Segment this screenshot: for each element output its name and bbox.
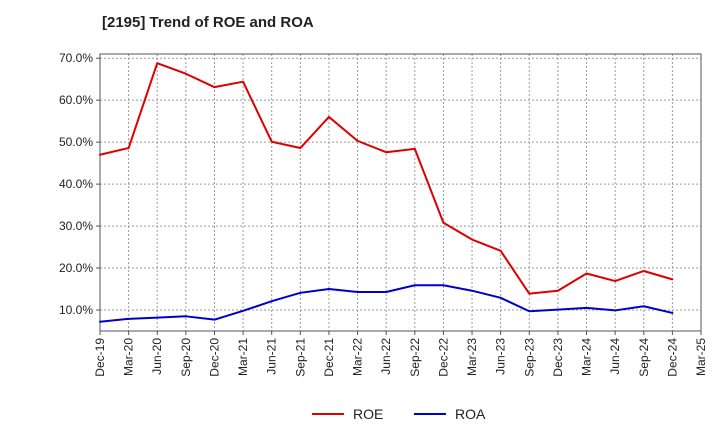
x-tick-label: Jun-23	[494, 338, 508, 375]
series-group	[99, 62, 674, 323]
y-tick-label: 70.0%	[59, 51, 93, 65]
legend-label-roe: ROE	[353, 406, 383, 422]
y-tick-label: 10.0%	[59, 303, 93, 317]
x-tick-label: Sep-23	[522, 338, 536, 377]
chart-title: [2195] Trend of ROE and ROA	[102, 14, 314, 31]
legend-label-roa: ROA	[455, 406, 486, 422]
x-tick-label: Mar-22	[351, 338, 365, 376]
x-tick-label: Sep-22	[408, 338, 422, 377]
y-tick-label: 50.0%	[59, 135, 93, 149]
series-line-roa	[99, 284, 674, 323]
x-tick-label: Mar-21	[236, 338, 250, 376]
x-tick-label: Mar-23	[465, 338, 479, 376]
x-tick-label: Mar-24	[580, 338, 594, 376]
x-tick-label: Mar-20	[122, 338, 136, 376]
x-tick-label: Sep-21	[293, 338, 307, 377]
x-axis: Dec-19 Mar-20 Jun-20 Sep-20 Dec-20 Mar-21 Jun-…	[93, 331, 708, 377]
legend: ROE ROA	[312, 406, 486, 422]
y-axis: 10.0% 20.0% 30.0% 40.0% 50.0% 60.0% 70.0%	[59, 51, 100, 317]
y-tick-label: 30.0%	[59, 219, 93, 233]
x-tick-label: Dec-21	[322, 338, 336, 377]
x-tick-label: Dec-24	[665, 338, 679, 377]
x-tick-label: Dec-22	[436, 338, 450, 377]
x-tick-label: Jun-22	[379, 338, 393, 375]
x-tick-label: Mar-25	[694, 338, 708, 376]
x-tick-label: Dec-19	[93, 338, 107, 377]
y-tick-label: 60.0%	[59, 93, 93, 107]
x-tick-label: Jun-20	[150, 338, 164, 375]
x-tick-label: Jun-24	[608, 338, 622, 375]
x-tick-label: Dec-23	[551, 338, 565, 377]
plot-frame	[99, 53, 702, 332]
y-tick-label: 20.0%	[59, 261, 93, 275]
x-tick-label: Jun-21	[265, 338, 279, 375]
x-tick-label: Sep-24	[637, 338, 651, 377]
y-tick-label: 40.0%	[59, 177, 93, 191]
series-line-roe	[99, 62, 674, 295]
x-tick-label: Sep-20	[179, 338, 193, 377]
x-tick-label: Dec-20	[207, 338, 221, 377]
